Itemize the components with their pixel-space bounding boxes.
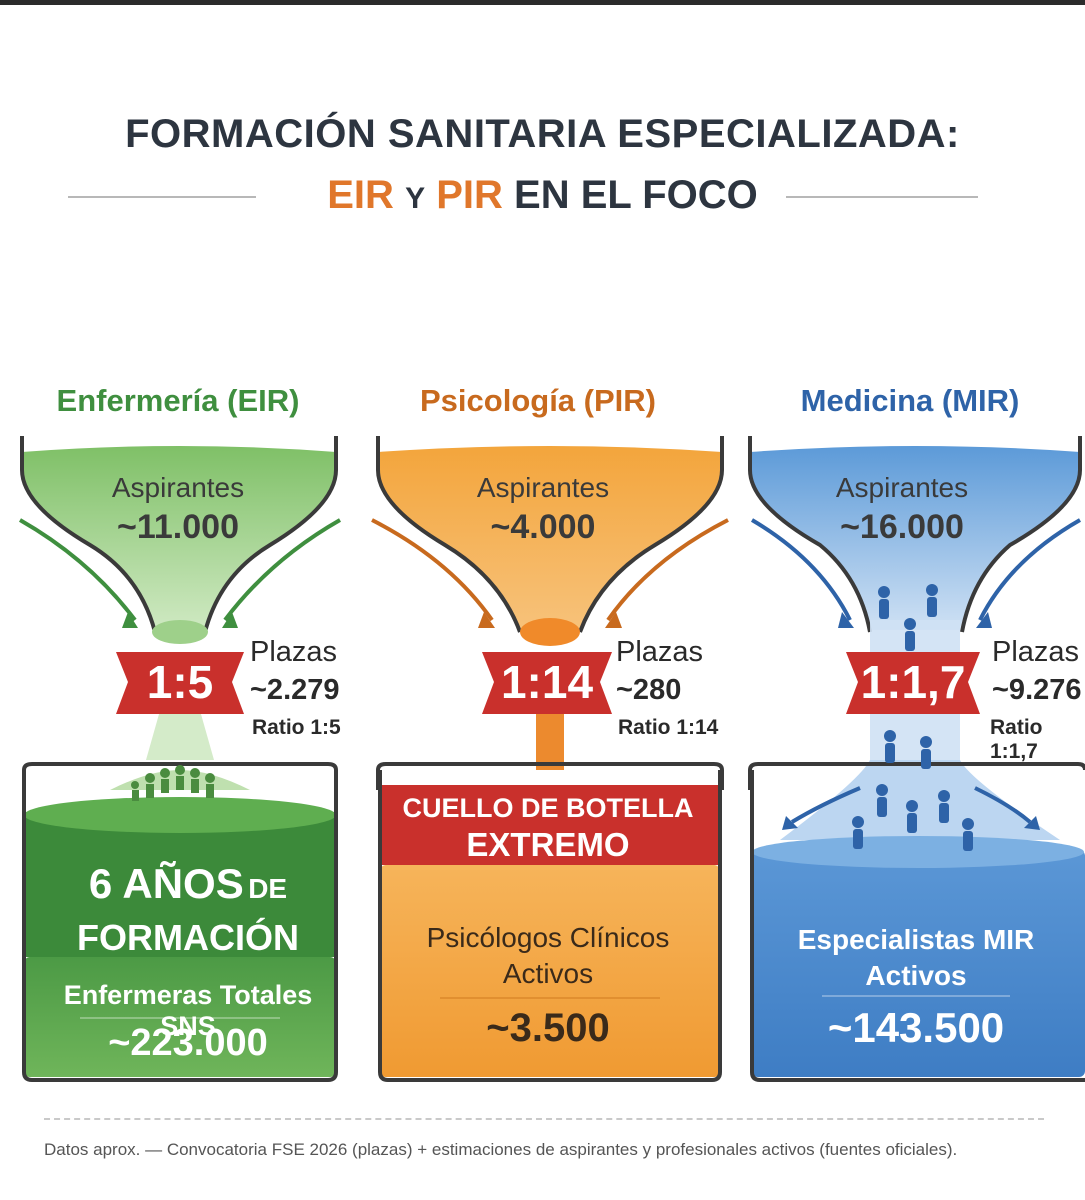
eir-plazas-value: ~2.279 bbox=[250, 674, 340, 706]
pir-ratio-badge-shape bbox=[482, 652, 612, 714]
eir-professionals-label: Enfermeras Totales SNS bbox=[63, 980, 313, 1041]
eir-years-word: FORMACIÓN bbox=[77, 917, 299, 958]
eir-ratio-badge-shape bbox=[116, 652, 244, 714]
eir-aspirants-label: Aspirantes bbox=[111, 472, 245, 503]
eir-ratio-badge: 1:5 bbox=[146, 656, 214, 708]
mir-plazas-value: ~9.276 bbox=[992, 674, 1082, 706]
pir-professionals-value: ~3.500 bbox=[486, 1006, 610, 1050]
mir-funnel bbox=[748, 436, 1085, 1082]
pir-aspirants-label: Aspirantes bbox=[476, 472, 610, 503]
mir-aspirants-label: Aspirantes bbox=[835, 472, 969, 503]
pir-ratio-text: Ratio 1:14 bbox=[618, 716, 719, 739]
eir-column-title: Enfermería (EIR) bbox=[56, 383, 300, 418]
mir-professionals-value: ~143.500 bbox=[827, 1004, 1005, 1051]
title-rule-right bbox=[786, 196, 978, 198]
mir-plazas-label: Plazas bbox=[992, 636, 1080, 668]
pir-bottleneck-line-1: CUELLO DE BOTELLA bbox=[402, 793, 694, 823]
title-en-el-foco: EN EL FOCO bbox=[514, 173, 758, 217]
title-rule-left bbox=[68, 196, 256, 198]
pir-bottleneck-line-2: EXTREMO bbox=[466, 826, 630, 863]
eir-training-years: 6 AÑOS DE FORMACIÓN bbox=[38, 862, 338, 968]
title-pir: PIR bbox=[436, 173, 503, 217]
eir-years-small: DE bbox=[248, 873, 288, 904]
mir-professionals-label: Especialistas MIR Activos bbox=[797, 924, 1035, 991]
title-line-2: EIR Y PIR EN EL FOCO bbox=[0, 173, 1085, 218]
title-y: Y bbox=[405, 182, 426, 215]
eir-plazas-label: Plazas bbox=[250, 636, 338, 668]
footer-divider bbox=[44, 1118, 1044, 1120]
eir-aspirants-value: ~11.000 bbox=[117, 508, 239, 546]
mir-aspirants-value: ~16.000 bbox=[840, 508, 964, 546]
eir-professionals-value: ~223.000 bbox=[108, 1022, 268, 1064]
title-eir: EIR bbox=[327, 173, 394, 217]
footer-note: Datos aprox. — Convocatoria FSE 2026 (pl… bbox=[44, 1140, 958, 1159]
pir-ratio-badge: 1:14 bbox=[500, 656, 594, 708]
pir-column-title: Psicología (PIR) bbox=[420, 383, 656, 418]
title-line-1: FORMACIÓN SANITARIA ESPECIALIZADA: bbox=[125, 112, 960, 156]
eir-years-big: 6 AÑOS bbox=[88, 860, 244, 907]
pir-professionals-label: Psicólogos Clínicos Activos bbox=[426, 922, 670, 989]
pir-plazas-value: ~280 bbox=[616, 674, 682, 706]
mir-column-title: Medicina (MIR) bbox=[800, 383, 1020, 418]
mir-ratio-badge: 1:1,7 bbox=[860, 656, 966, 708]
eir-funnel bbox=[19, 436, 341, 1082]
top-bar bbox=[0, 0, 1085, 5]
pir-funnel bbox=[371, 436, 729, 1082]
mir-ratio-badge-shape bbox=[846, 652, 980, 714]
mir-ratio-text: Ratio 1:1,7 bbox=[990, 716, 1043, 763]
pir-aspirants-value: ~4.000 bbox=[490, 508, 596, 546]
eir-ratio-text: Ratio 1:5 bbox=[252, 716, 341, 739]
pir-plazas-label: Plazas bbox=[616, 636, 704, 668]
